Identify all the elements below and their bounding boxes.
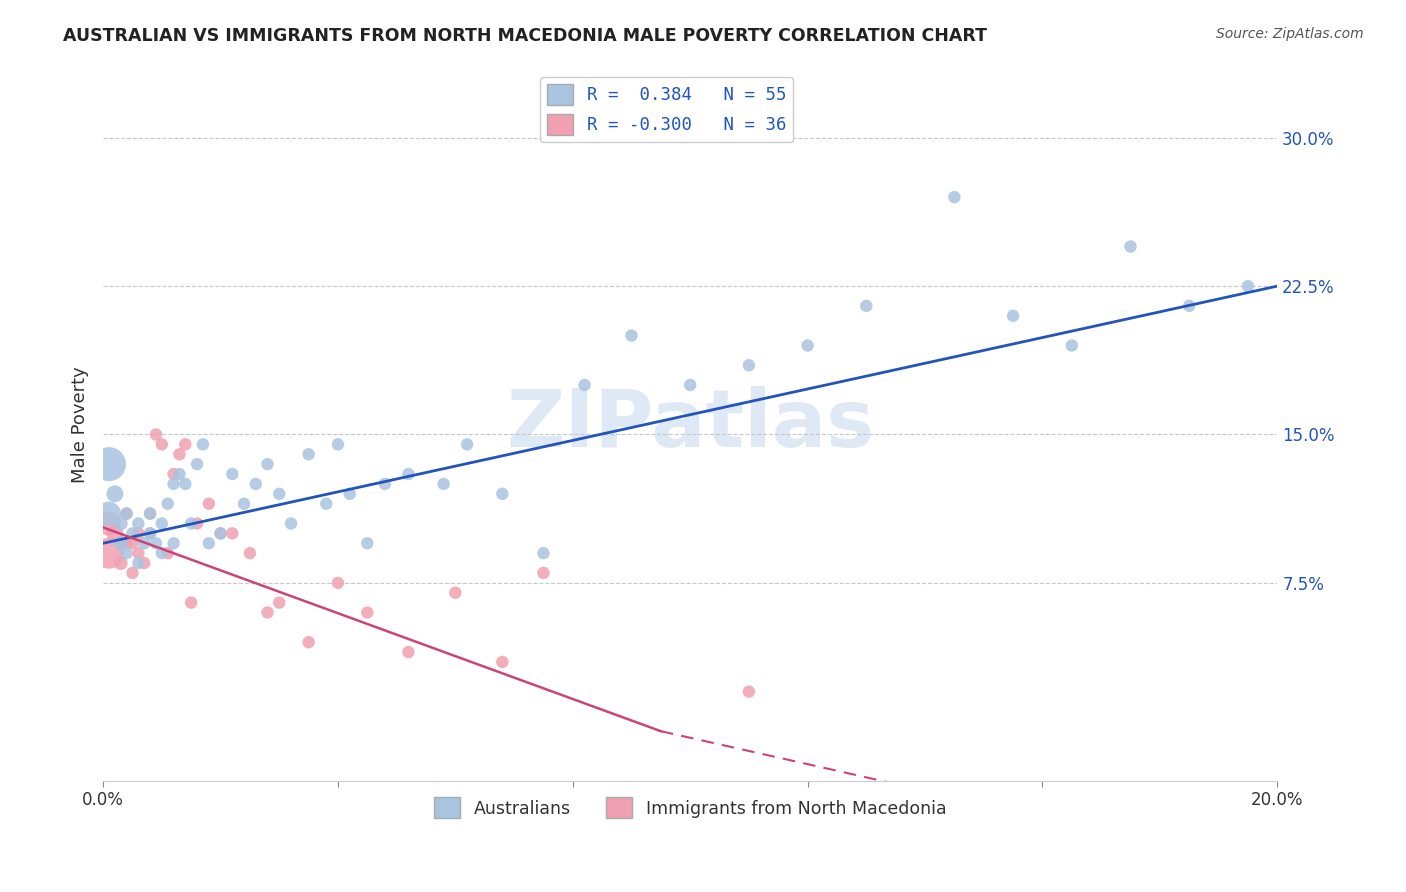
Point [110,516,132,531]
Point [169,447,191,461]
Point [1119,239,1142,253]
Point [110,556,132,570]
Point [127,526,149,541]
Point [396,645,419,659]
Point [180,516,202,531]
Point [98,516,121,531]
Point [315,497,337,511]
Point [127,556,149,570]
Point [169,467,191,481]
Point [256,606,278,620]
Point [679,378,702,392]
Point [127,546,149,560]
Point [150,516,173,531]
Point [1237,279,1260,293]
Point [115,507,138,521]
Point [121,536,143,550]
Point [186,457,208,471]
Point [574,378,596,392]
Text: AUSTRALIAN VS IMMIGRANTS FROM NORTH MACEDONIA MALE POVERTY CORRELATION CHART: AUSTRALIAN VS IMMIGRANTS FROM NORTH MACE… [63,27,987,45]
Point [533,566,555,580]
Point [269,487,291,501]
Point [943,190,966,204]
Point [191,437,214,451]
Point [145,427,167,442]
Text: ZIPatlas: ZIPatlas [506,385,875,464]
Point [134,536,156,550]
Point [233,497,256,511]
Point [339,487,361,501]
Point [139,507,162,521]
Point [162,477,184,491]
Point [297,447,319,461]
Point [127,516,149,531]
Point [145,536,167,550]
Point [139,526,162,541]
Point [174,437,197,451]
Point [98,457,121,471]
Text: Source: ZipAtlas.com: Source: ZipAtlas.com [1216,27,1364,41]
Point [115,507,138,521]
Point [491,487,513,501]
Point [156,546,179,560]
Point [104,526,127,541]
Point [533,546,555,560]
Point [269,596,291,610]
Point [444,585,467,599]
Point [1178,299,1201,313]
Point [198,536,221,550]
Point [134,556,156,570]
Point [221,467,243,481]
Point [162,536,184,550]
Point [433,477,456,491]
Point [209,526,232,541]
Point [620,328,643,343]
Point [98,546,121,560]
Point [326,437,349,451]
Point [156,497,179,511]
Point [121,566,143,580]
Point [104,487,127,501]
Point [356,606,378,620]
Point [280,516,302,531]
Point [150,546,173,560]
Point [174,477,197,491]
Point [115,546,138,560]
Point [326,575,349,590]
Point [374,477,396,491]
Point [209,526,232,541]
Point [186,516,208,531]
Y-axis label: Male Poverty: Male Poverty [72,367,89,483]
Point [456,437,478,451]
Point [139,507,162,521]
Point [121,526,143,541]
Point [855,299,877,313]
Point [198,497,221,511]
Point [221,526,243,541]
Point [491,655,513,669]
Point [162,467,184,481]
Point [150,437,173,451]
Point [139,526,162,541]
Point [738,684,761,698]
Point [110,536,132,550]
Point [256,457,278,471]
Point [1002,309,1025,323]
Point [356,536,378,550]
Point [180,596,202,610]
Point [245,477,267,491]
Legend: Australians, Immigrants from North Macedonia: Australians, Immigrants from North Maced… [427,790,953,825]
Point [115,536,138,550]
Point [98,507,121,521]
Point [110,536,132,550]
Point [738,358,761,372]
Point [297,635,319,649]
Point [1060,338,1083,352]
Point [239,546,262,560]
Point [396,467,419,481]
Point [796,338,818,352]
